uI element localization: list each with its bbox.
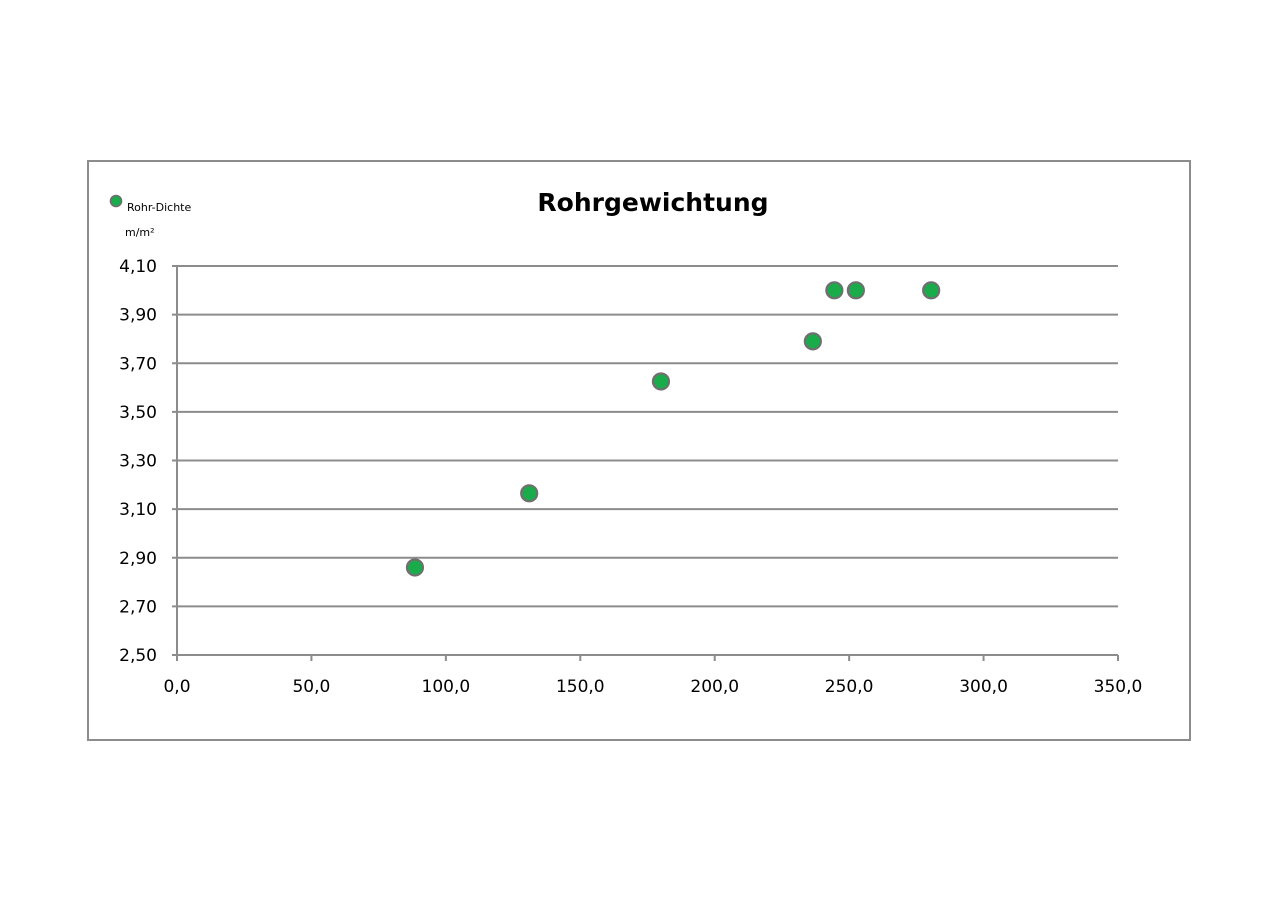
- data-point: [846, 281, 865, 300]
- legend-label-rohr-dichte: Rohr-Dichte: [127, 201, 191, 214]
- y-tick-label: 4,10: [119, 257, 157, 277]
- tick-labels: 2,50 2,70 2,90 3,10 3,30 3,50 3,70 3,90 4,10 0,0 5…: [119, 257, 1142, 697]
- x-tick-label: 0,0: [163, 677, 190, 697]
- gridlines: [172, 265, 1118, 656]
- y-tick-label: 2,70: [119, 597, 157, 617]
- x-tick-label: 150,0: [556, 677, 605, 697]
- axes: [176, 266, 1119, 661]
- y-tick-label: 3,30: [119, 452, 157, 472]
- y-tick-label: 2,50: [119, 646, 157, 666]
- chart-frame: [87, 160, 1191, 741]
- x-tick-label: 200,0: [690, 677, 739, 697]
- data-point: [405, 558, 425, 577]
- data-points: [405, 281, 941, 577]
- x-tick-label: 300,0: [959, 677, 1008, 697]
- y-tick-label: 3,50: [119, 403, 157, 423]
- data-point: [520, 484, 539, 503]
- y-tick-label: 3,70: [119, 354, 157, 374]
- x-tick-label: 100,0: [422, 677, 471, 697]
- legend: Rohr-Dichte: [109, 194, 191, 214]
- y-tick-label: 3,90: [119, 306, 157, 326]
- y-tick-label: 3,10: [119, 500, 157, 520]
- y-tick-label: 2,90: [119, 549, 157, 569]
- y-axis-unit-label: m/m²: [125, 226, 155, 239]
- data-point: [803, 332, 822, 351]
- data-point: [922, 281, 941, 300]
- chart-title: Rohrgewichtung: [537, 188, 768, 217]
- data-point: [825, 281, 844, 300]
- x-tick-label: 250,0: [825, 677, 874, 697]
- data-point: [651, 372, 671, 391]
- x-tick-label: 50,0: [292, 677, 330, 697]
- legend-marker-rohr-dichte: [109, 194, 123, 208]
- x-tick-label: 350,0: [1094, 677, 1143, 697]
